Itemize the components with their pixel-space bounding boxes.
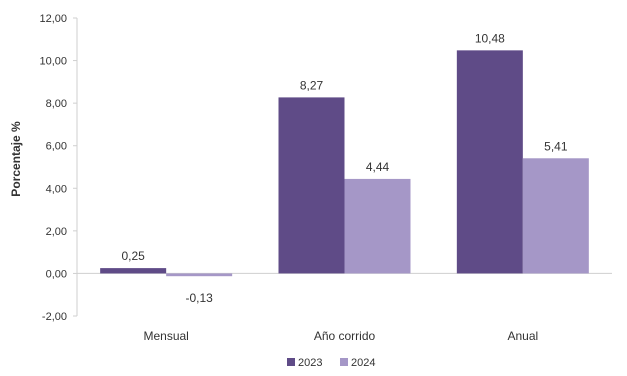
y-tick-label: 4,00 xyxy=(46,183,67,195)
bars-layer xyxy=(100,50,589,277)
legend-label: 2024 xyxy=(351,357,375,369)
data-label: 10,48 xyxy=(475,31,505,45)
x-tick-label: Mensual xyxy=(143,329,188,343)
data-labels-layer: 0,25 -0,13 8,27 4,44 10,48 5,41 xyxy=(121,31,567,305)
data-label: 4,44 xyxy=(366,160,390,174)
x-tick-label: Año corrido xyxy=(314,329,376,343)
y-tick-label: 12,00 xyxy=(39,13,67,25)
bar-2024 xyxy=(344,178,411,274)
legend-swatch-2023 xyxy=(287,358,295,366)
bar-2024 xyxy=(166,273,233,277)
y-axis-title: Porcentaje % xyxy=(9,121,23,197)
bar-2023 xyxy=(278,97,345,274)
bar-2023 xyxy=(100,268,167,274)
y-tick-label: 10,00 xyxy=(39,56,67,68)
legend: 2023 2024 xyxy=(287,357,375,369)
y-tick-label: 8,00 xyxy=(46,98,67,110)
data-label: 5,41 xyxy=(544,139,568,153)
y-tick-label: 6,00 xyxy=(46,141,67,153)
x-tick-label: Anual xyxy=(507,329,538,343)
legend-swatch-2024 xyxy=(340,358,348,366)
data-label: 8,27 xyxy=(300,78,324,92)
data-label: -0,13 xyxy=(185,291,213,305)
bar-2023 xyxy=(456,50,523,274)
y-tick-label: 2,00 xyxy=(46,226,67,238)
y-tick-label: -2,00 xyxy=(42,311,67,323)
legend-label: 2023 xyxy=(298,357,322,369)
y-tick-label: 0,00 xyxy=(46,268,67,280)
data-label: 0,25 xyxy=(121,249,145,263)
bar-2024 xyxy=(522,158,589,274)
